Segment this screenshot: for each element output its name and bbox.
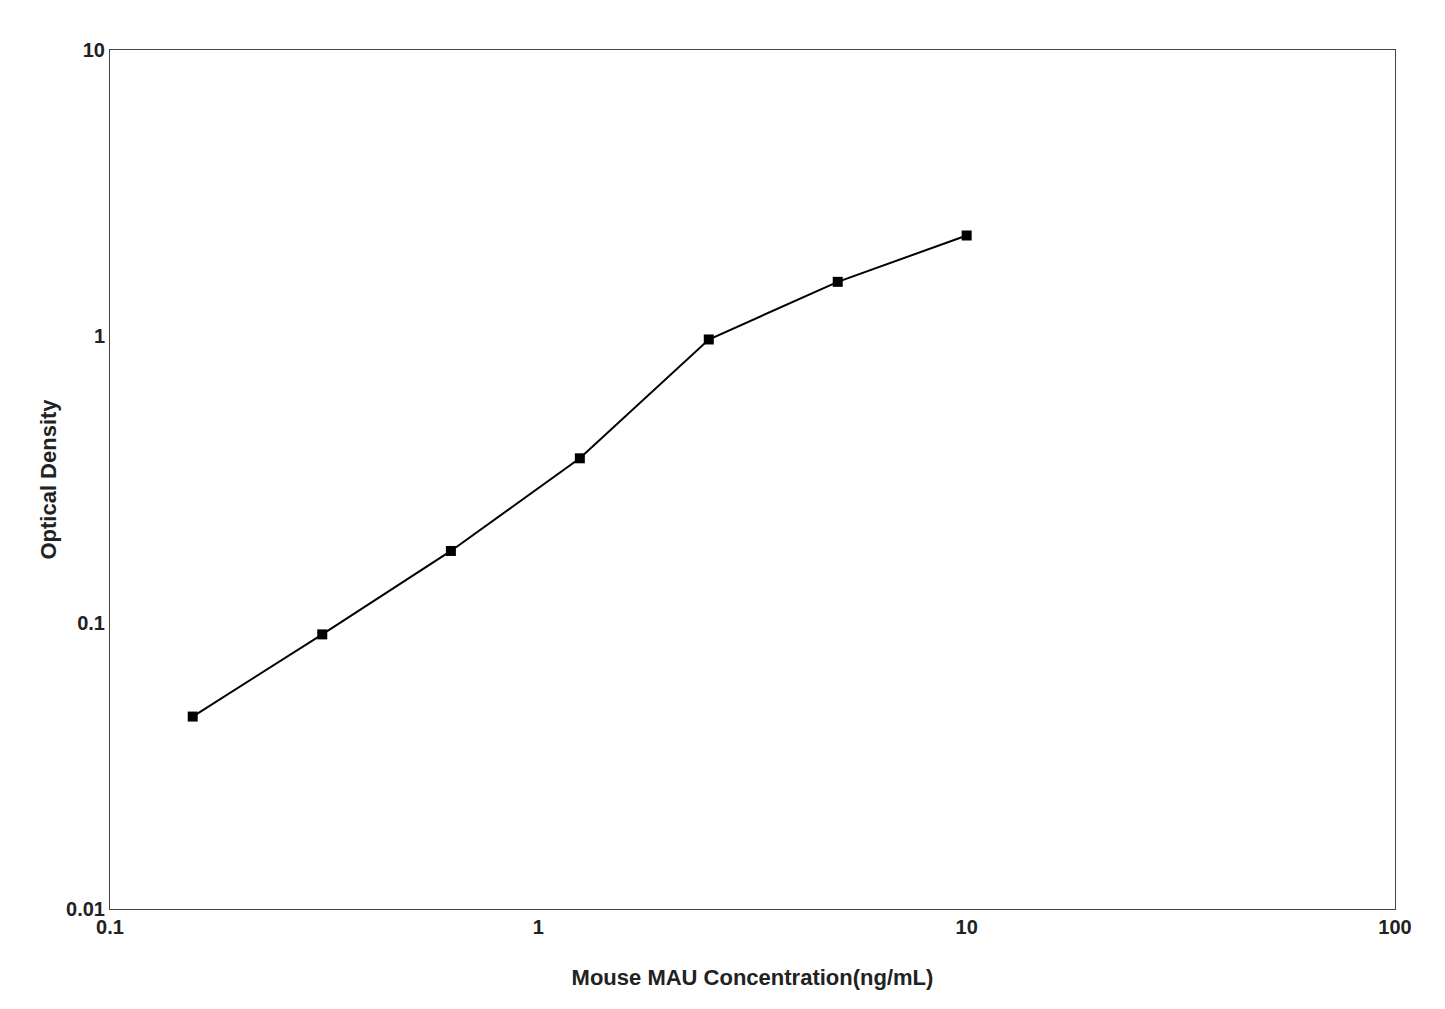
svg-text:0.1: 0.1 — [96, 916, 124, 938]
svg-text:10: 10 — [83, 39, 105, 61]
svg-text:1: 1 — [94, 325, 105, 347]
svg-text:0.1: 0.1 — [77, 612, 105, 634]
svg-text:100: 100 — [1378, 916, 1411, 938]
svg-text:Optical Density: Optical Density — [36, 399, 61, 560]
svg-text:10: 10 — [956, 916, 978, 938]
svg-text:Mouse MAU Concentration(ng/mL): Mouse MAU Concentration(ng/mL) — [572, 965, 934, 990]
svg-text:1: 1 — [533, 916, 544, 938]
svg-text:0.01: 0.01 — [66, 898, 105, 920]
